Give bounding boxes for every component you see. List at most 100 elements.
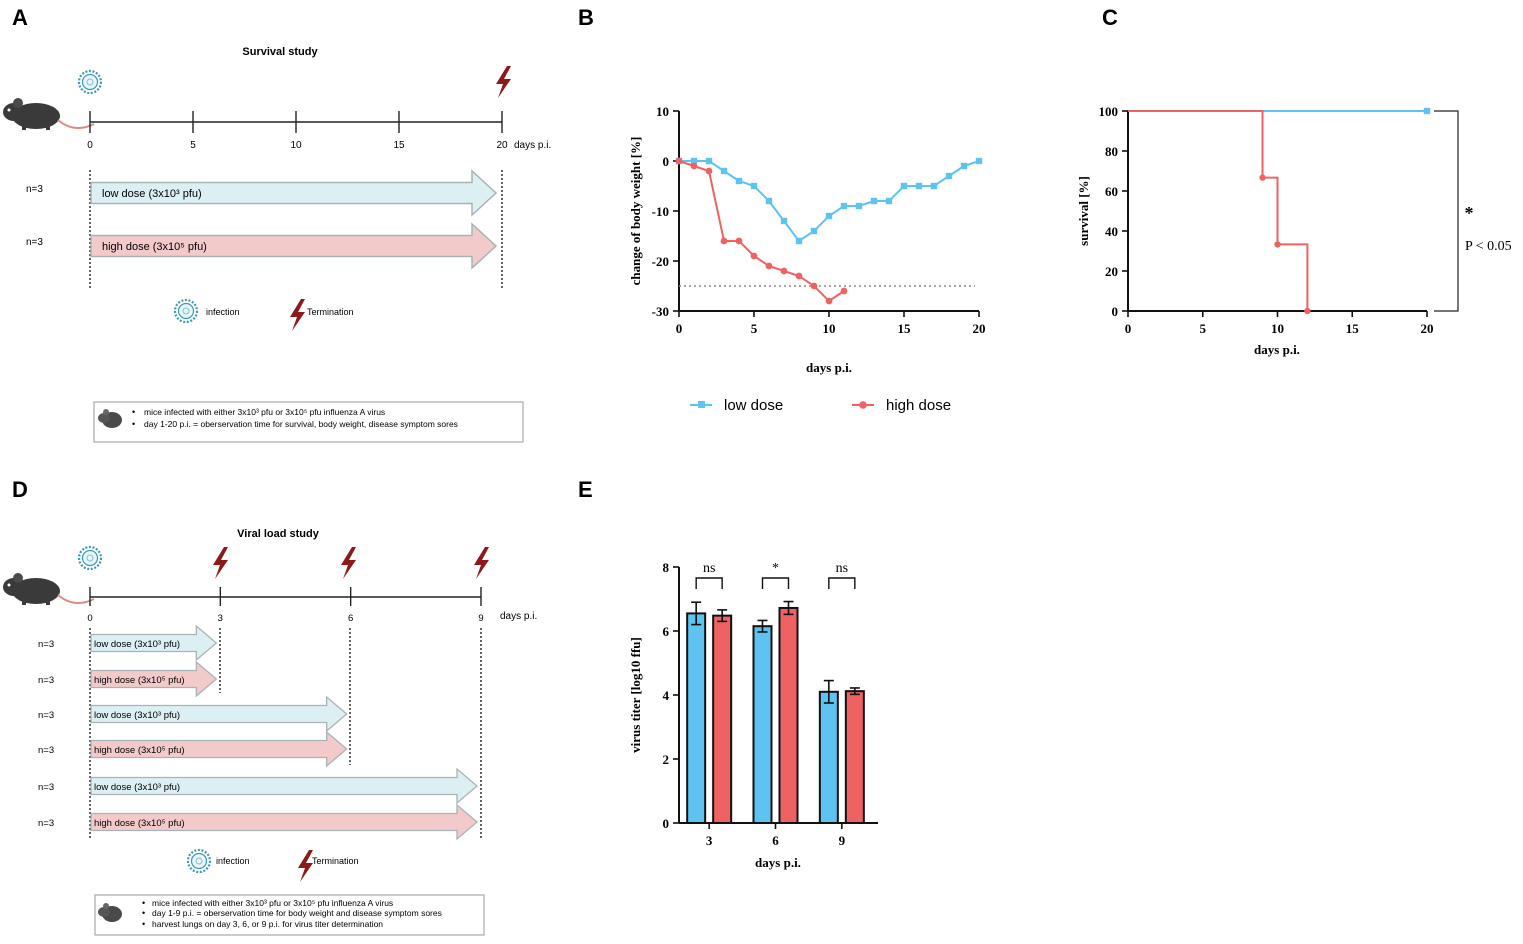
c-xtick-label: 15 (1346, 321, 1360, 336)
b-xlabel: days p.i. (806, 360, 852, 375)
timeline-tick-label: 10 (290, 140, 302, 151)
panel-b-letter: B (578, 5, 594, 30)
b-xtick-label: 15 (898, 321, 912, 336)
b-point-low (750, 182, 758, 190)
b-point-low (705, 157, 713, 165)
c-point-high (1274, 241, 1281, 248)
timeline-tick-label: 6 (348, 613, 353, 624)
c-xtick-label: 0 (1125, 321, 1132, 336)
group-n-label: n=3 (38, 745, 54, 756)
b-ytick-label: -10 (652, 204, 669, 219)
b-point-low (840, 202, 848, 210)
dose-groups: n=3 low dose (3x10³ pfu) n=3 high dose (3x1… (26, 169, 498, 270)
c-ytick-label: 100 (1099, 104, 1119, 119)
b-point-low (960, 162, 968, 170)
c-xlabel: days p.i. (1254, 342, 1300, 357)
timeline-tick-label: 5 (190, 140, 196, 151)
b-point-low (915, 182, 923, 190)
timeline-tick-label: 3 (218, 613, 223, 624)
e-significance-bracket (828, 577, 856, 589)
b-point-low (930, 182, 938, 190)
c-ytick-label: 80 (1105, 144, 1118, 159)
legend-infection-label: infection (216, 856, 250, 866)
dose-label: low dose (3x10³ pfu) (94, 782, 180, 793)
legend-high-label: high dose (886, 397, 951, 414)
termination-bolt-icon-day9 (474, 547, 489, 579)
b-point-high (750, 252, 758, 260)
legend-termination-label: Termination (307, 307, 354, 317)
b-point-low (720, 167, 728, 175)
e-bar (778, 606, 799, 825)
dose-arrow (90, 169, 498, 217)
legend-termination-icon (298, 850, 313, 882)
panel-b: B 10 0 -10 -20 -30 0 5 10 15 20 change of body we… (578, 5, 986, 375)
timeline-tick-label: 0 (87, 613, 92, 624)
dose-label: low dose (3x10³ pfu) (102, 188, 202, 200)
b-ytick-label: 0 (663, 154, 670, 169)
e-significance-bracket (695, 577, 723, 589)
timeline-unit: days p.i. (500, 611, 537, 622)
group-n-label: n=3 (38, 639, 54, 650)
legend-termination-icon (290, 299, 305, 331)
b-point-low (810, 227, 818, 235)
c-xtick-label: 10 (1271, 321, 1284, 336)
b-ytick-label: 10 (656, 104, 669, 119)
b-point-low (690, 157, 698, 165)
mouse-icon (2, 572, 95, 606)
b-ylabel: change of body weight [%] (628, 137, 643, 286)
timeline-ticks: 0 5 10 15 20 (87, 111, 508, 151)
b-xtick-label: 5 (751, 321, 758, 336)
timeline-tick-label: 9 (478, 613, 483, 624)
legend-infection-icon (173, 298, 199, 324)
group-n-label: n=3 (26, 184, 43, 195)
group-n-label: n=3 (38, 675, 54, 686)
e-bar (844, 690, 865, 824)
e-ylabel: virus titer [log10 ffu] (628, 637, 643, 753)
e-significance-label: ns (703, 561, 715, 576)
dose-arrow (90, 730, 348, 768)
c-xtick-label: 20 (1421, 321, 1434, 336)
e-ytick-label: 4 (663, 688, 670, 703)
timeline-tick-label: 0 (87, 140, 93, 151)
e-ytick-label: 0 (663, 816, 670, 831)
c-significance-star: * (1465, 203, 1474, 223)
c-point-high (1259, 174, 1266, 181)
b-xtick-label: 20 (973, 321, 986, 336)
dose-arrow (90, 803, 479, 841)
c-xtick-label: 5 (1200, 321, 1207, 336)
e-xtick-label: 3 (706, 833, 713, 848)
b-point-high (765, 262, 773, 270)
virus-infection-icon (77, 69, 103, 95)
timeline-tick-label: 15 (393, 140, 405, 151)
note-bullet: • (142, 908, 145, 918)
dose-label: low dose (3x10³ pfu) (94, 710, 180, 721)
dose-arrow (90, 695, 348, 733)
dose-label: high dose (3x10⁵ pfu) (94, 818, 185, 829)
note-bullet: • (142, 898, 145, 908)
dose-arrow (90, 624, 218, 662)
dose-arrow (90, 767, 479, 805)
dose-label: high dose (3x10⁵ pfu) (102, 241, 207, 253)
group-n-label: n=3 (38, 818, 54, 829)
dose-groups: n=3 low dose (3x10³ pfu) n=3 high dose (3x1… (38, 624, 479, 841)
termination-bolt-icon (496, 66, 511, 98)
e-bar (752, 625, 773, 825)
e-ytick-label: 8 (663, 560, 670, 575)
panel-a: A Survival study 0 5 10 15 20 days p.i. n=3 l… (2, 5, 551, 443)
note-bullet: • (142, 919, 145, 929)
e-xtick-label: 9 (839, 833, 846, 848)
b-point-high (825, 297, 833, 305)
c-point-high (1304, 307, 1311, 315)
panel-a-title: Survival study (242, 46, 318, 58)
dose-label: low dose (3x10³ pfu) (94, 639, 180, 650)
e-significance-label: ns (836, 561, 848, 576)
note-line-1: mice infected with either 3x10³ pfu or 3… (144, 407, 385, 417)
timeline-tick-label: 20 (496, 140, 508, 151)
e-ytick-label: 6 (663, 624, 670, 639)
virus-titer-chart: 0 2 4 6 8 3 ns 6 * 9 ns (663, 560, 878, 848)
b-point-low (945, 172, 953, 180)
notes-box (93, 401, 524, 443)
e-significance-label: * (772, 561, 779, 576)
note-line-3: harvest lungs on day 3, 6, or 9 p.i. for… (152, 919, 383, 929)
